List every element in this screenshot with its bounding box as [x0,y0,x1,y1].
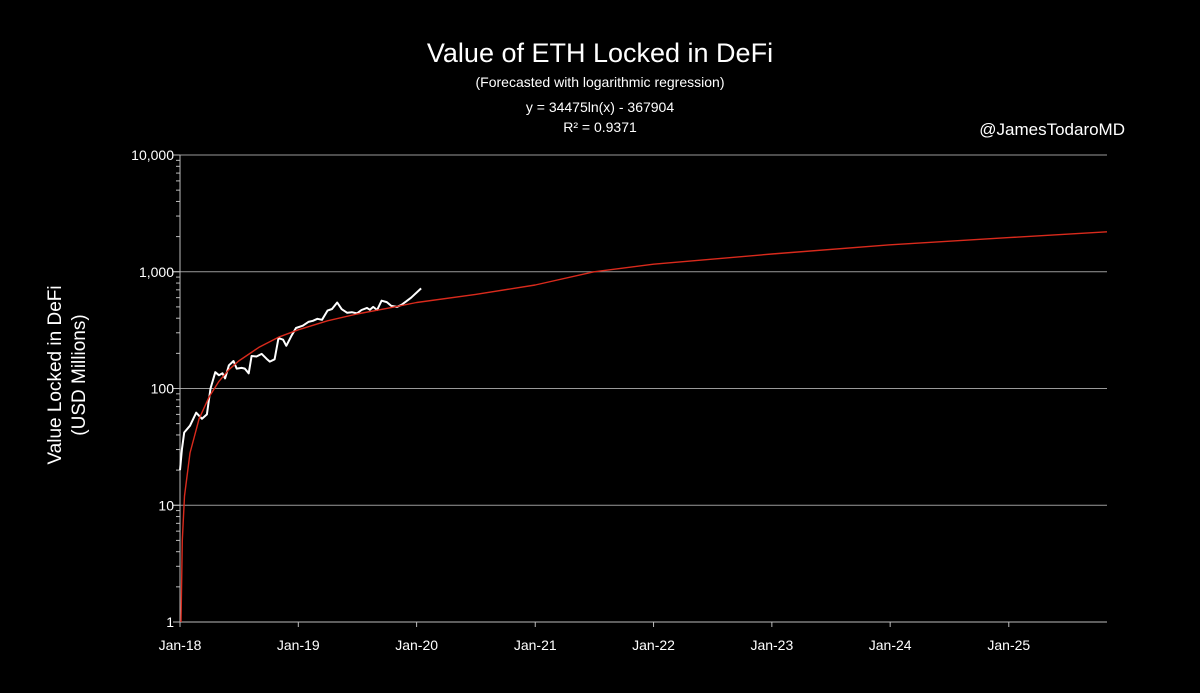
gridlines [180,154,1107,506]
x-tick-labels: Jan-18 Jan-19 Jan-20 Jan-21 Jan-22 Jan-23 Jan-… [159,637,1031,653]
x-tick-label: Jan-25 [987,637,1030,653]
x-tick-label: Jan-19 [277,637,320,653]
y-tick-label: 10 [158,497,174,513]
x-tick-label: Jan-20 [395,637,438,653]
y-tick-label: 10,000 [131,147,174,163]
r-squared: R² = 0.9371 [563,119,637,135]
series-line-actual [179,287,422,471]
series-lines [179,231,1108,623]
series-line-forecast [180,231,1108,623]
chart-subtitle: (Forecasted with logarithmic regression) [475,74,725,90]
y-tick-labels: 1 10 100 1,000 10,000 [131,147,174,630]
x-tick-label: Jan-24 [869,637,912,653]
x-tick-label: Jan-22 [632,637,675,653]
regression-equation: y = 34475ln(x) - 367904 [525,99,675,115]
y-tick-label: 100 [151,381,175,397]
y-tick-label: 1 [166,614,174,630]
axes [173,154,1107,627]
x-tick-label: Jan-23 [750,637,793,653]
y-tick-label: 1,000 [139,264,174,280]
chart-title: Value of ETH Locked in DeFi [426,38,774,68]
x-tick-label: Jan-21 [514,637,557,653]
x-tick-label: Jan-18 [159,637,202,653]
author-handle: @JamesTodaroMD [979,120,1125,139]
